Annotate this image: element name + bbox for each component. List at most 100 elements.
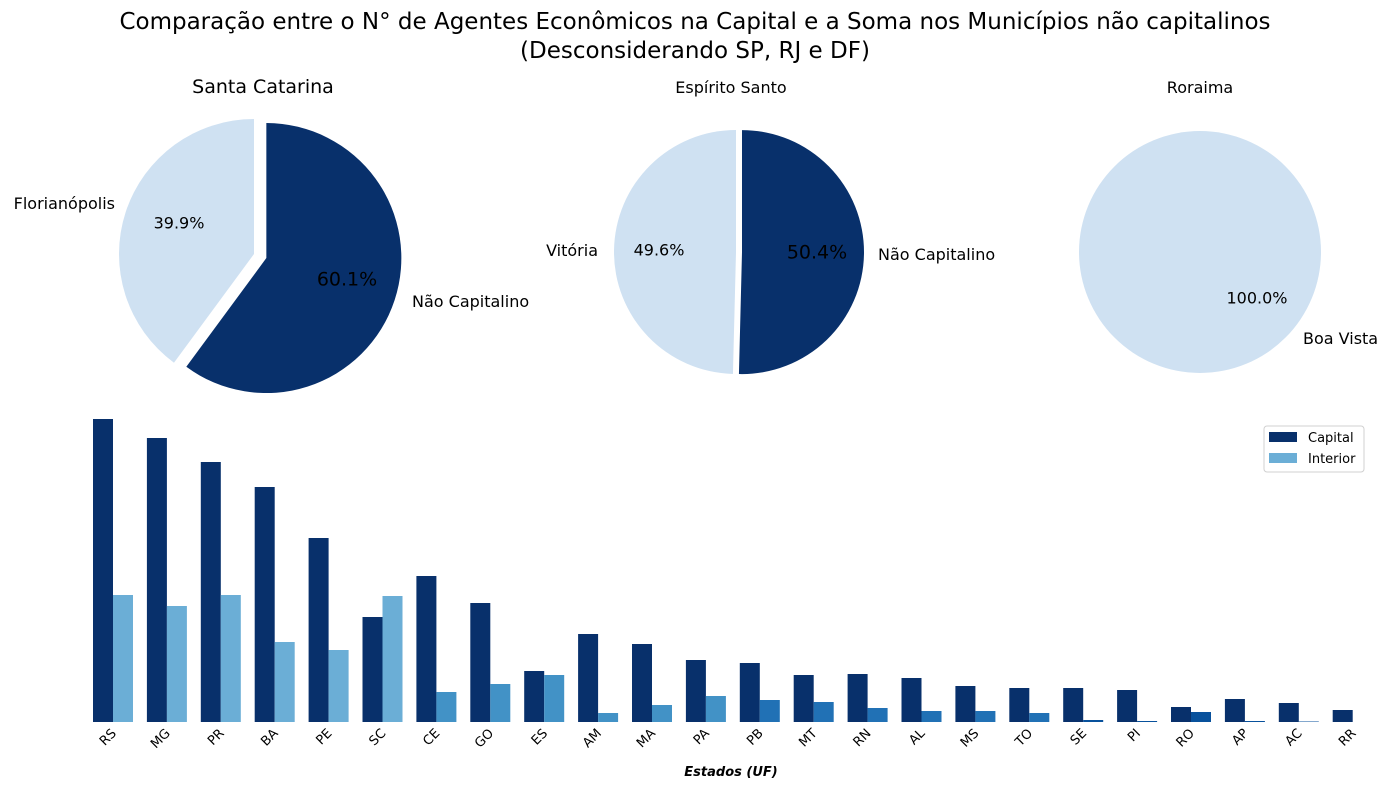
bar-capital-mg: [146, 438, 167, 722]
x-tick-label-pr: PR: [205, 726, 228, 749]
bar-capital-go: [470, 603, 491, 722]
x-tick-label-ce: CE: [420, 726, 443, 749]
pie-slice-boa-vista: [1079, 131, 1321, 373]
bar-interior-ce: [436, 692, 457, 722]
x-tick-label-to: TO: [1012, 726, 1036, 750]
pie-label-nao-capitalino-es: Não Capitalino: [878, 245, 995, 264]
legend-swatch-interior: [1269, 453, 1297, 463]
pie-slice-vitoria: [614, 130, 736, 374]
pie-slice-florianopolis: [119, 119, 255, 363]
bar-capital-am: [578, 634, 599, 722]
bar-capital-to: [1009, 688, 1030, 722]
bar-capital-pi: [1117, 690, 1138, 722]
bar-interior-ba: [274, 642, 295, 722]
bar-capital-ac: [1278, 703, 1299, 722]
bar-interior-mg: [166, 606, 187, 722]
x-tick-label-al: AL: [906, 726, 929, 749]
bar-interior-es: [544, 675, 565, 722]
x-tick-label-pa: PA: [691, 726, 713, 748]
pie-espirito-santo: Espírito Santo 49.6% 50.4% Vitória Não C…: [546, 78, 995, 375]
bar-interior-pi: [1137, 721, 1158, 722]
x-tick-label-ma: MA: [634, 726, 659, 751]
pie-pct-nao-capitalino-sc: 60.1%: [317, 269, 377, 291]
bar-capital-rs: [93, 419, 113, 722]
bar-interior-pa: [705, 696, 726, 722]
bar-interior-al: [921, 711, 942, 722]
legend-label-interior: Interior: [1308, 452, 1356, 467]
bar-interior-mt: [813, 702, 834, 722]
pie-title-roraima: Roraima: [1167, 78, 1233, 97]
bar-interior-ro: [1191, 712, 1211, 722]
bar-interior-se: [1083, 720, 1104, 722]
pie-santa-catarina: Santa Catarina 39.9% 60.1% Florianópolis…: [14, 76, 529, 394]
bar-capital-pa: [685, 660, 706, 722]
pie-label-vitoria: Vitória: [546, 241, 598, 260]
x-tick-label-pb: PB: [744, 726, 766, 748]
x-axis-label: Estados (UF): [684, 765, 777, 780]
legend-swatch-capital: [1269, 432, 1297, 442]
bar-capital-ba: [254, 487, 275, 722]
x-tick-label-pe: PE: [313, 726, 335, 748]
x-tick-label-mg: MG: [148, 726, 174, 752]
bar-interior-sc: [382, 596, 403, 722]
bar-interior-pr: [220, 595, 241, 722]
bar-capital-ce: [416, 576, 437, 722]
chart-title-line-1: Comparação entre o N° de Agentes Econômi…: [119, 9, 1271, 35]
x-tick-label-mt: MT: [796, 726, 820, 750]
x-tick-label-rs: RS: [97, 726, 120, 749]
bar-capital-sc: [362, 617, 383, 722]
pie-slice-nao-capitalino-es: [738, 130, 865, 375]
bar-capital-ma: [632, 644, 652, 722]
x-tick-label-ac: AC: [1282, 726, 1305, 749]
x-tick-label-sc: SC: [366, 726, 389, 749]
pie-title-santa-catarina: Santa Catarina: [192, 76, 334, 98]
x-tick-label-ms: MS: [958, 726, 982, 750]
pie-pct-boa-vista: 100.0%: [1226, 289, 1287, 308]
bar-interior-pe: [328, 650, 349, 722]
pie-title-espirito-santo: Espírito Santo: [675, 78, 786, 97]
bar-capital-se: [1063, 688, 1084, 722]
bar-capital-ap: [1224, 699, 1245, 722]
pie-label-nao-capitalino-sc: Não Capitalino: [412, 292, 529, 311]
bar-interior-ac: [1298, 721, 1319, 722]
bar-capital-es: [524, 671, 545, 722]
bar-capital-ro: [1171, 707, 1191, 722]
bar-interior-rs: [113, 595, 133, 722]
bar-capital-pb: [739, 663, 760, 722]
bar-interior-to: [1029, 713, 1050, 722]
bar-interior-ms: [975, 711, 996, 722]
pie-pct-florianopolis: 39.9%: [154, 214, 205, 233]
bar-interior-pb: [759, 700, 780, 722]
x-tick-label-ro: RO: [1174, 726, 1198, 750]
bar-interior-ma: [652, 705, 672, 722]
x-tick-label-ap: AP: [1229, 726, 1252, 749]
pie-roraima: Roraima 100.0% Boa Vista: [1079, 78, 1378, 373]
x-tick-label-es: ES: [529, 726, 551, 748]
chart-title-line-2: (Desconsiderando SP, RJ e DF): [520, 38, 870, 64]
x-tick-label-se: SE: [1068, 726, 1090, 748]
pie-pct-vitoria: 49.6%: [634, 241, 685, 260]
bar-capital-rr: [1332, 710, 1353, 722]
legend: Capital Interior: [1263, 425, 1365, 473]
bar-interior-ap: [1244, 721, 1265, 722]
pie-label-florianopolis: Florianópolis: [14, 194, 115, 213]
bar-capital-pr: [200, 462, 221, 722]
pie-slice-nao-capitalino-sc: [186, 123, 402, 394]
x-tick-label-pi: PI: [1125, 726, 1144, 745]
bar-capital-mt: [793, 675, 814, 722]
legend-label-capital: Capital: [1308, 431, 1354, 446]
bar-capital-rn: [847, 674, 868, 722]
x-tick-label-am: AM: [580, 726, 605, 751]
pie-pct-nao-capitalino-es: 50.4%: [787, 242, 847, 264]
x-tick-label-go: GO: [472, 726, 497, 751]
bar-capital-al: [901, 678, 922, 722]
bar-capital-pe: [308, 538, 329, 722]
x-tick-label-rr: RR: [1336, 726, 1359, 749]
bar-interior-rn: [867, 708, 888, 722]
bar-chart-agentes: RS MG PR BA PE SC CE GO ES AM MA PA PB MT RN AL MS TO SE PI…: [93, 419, 1360, 752]
bar-interior-am: [598, 713, 619, 722]
x-tick-label-rn: RN: [851, 726, 875, 750]
bar-interior-go: [490, 684, 511, 722]
x-tick-label-ba: BA: [258, 726, 281, 749]
